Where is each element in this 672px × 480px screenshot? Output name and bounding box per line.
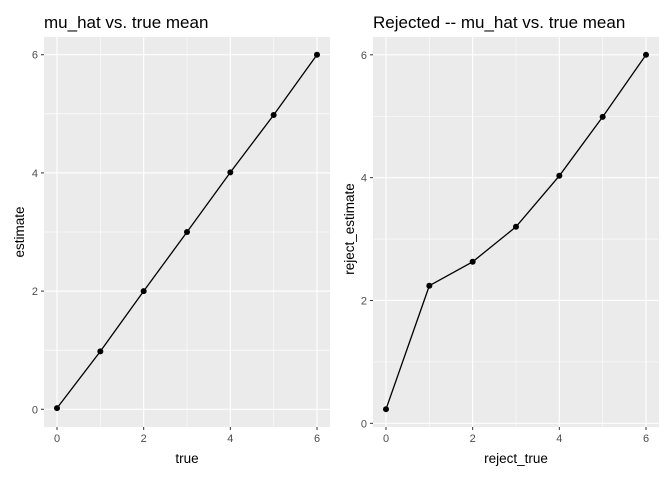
chart-2-x-axis-title: reject_true (484, 451, 548, 466)
chart-1-y-tick-label: 0 (32, 404, 38, 416)
chart-panel-1: mu_hat vs. true mean 0 2 4 6 0 2 4 6 true esti… (12, 13, 330, 466)
chart-2-y-axis: 0 2 4 6 (361, 50, 373, 430)
chart-2-y-tick-label: 6 (361, 50, 367, 62)
chart-1-x-axis: 0 2 4 6 (54, 427, 320, 445)
chart-1-y-axis: 0 2 4 6 (32, 50, 44, 416)
chart-2-series (383, 51, 649, 413)
chart-1-x-tick-label: 2 (141, 433, 147, 445)
chart-2-y-axis-title: reject_estimate (342, 183, 357, 275)
chart-1-title: mu_hat vs. true mean (44, 13, 208, 32)
chart-2-title: Rejected -- mu_hat vs. true mean (373, 13, 625, 32)
chart-1-y-axis-title: estimate (12, 206, 27, 257)
chart-2-data-point (383, 406, 389, 413)
chart-2-data-point (643, 51, 649, 58)
chart-2-x-tick-label: 0 (383, 433, 389, 445)
chart-2-x-tick-label: 6 (643, 433, 649, 445)
chart-1-data-point (314, 51, 320, 58)
chart-1-grid (44, 37, 330, 427)
chart-1-data-point (184, 229, 190, 235)
chart-1-data-point (227, 169, 234, 176)
chart-1-x-tick-label: 4 (227, 433, 233, 445)
chart-2-y-tick-label: 0 (361, 418, 367, 430)
chart-2-y-tick-label: 4 (361, 173, 367, 185)
chart-2-data-point (513, 223, 519, 230)
chart-1-series (54, 51, 320, 412)
chart-1-y-tick-label: 4 (32, 168, 38, 180)
chart-2-x-axis: 0 2 4 6 (383, 427, 649, 445)
chart-1-x-tick-label: 0 (54, 433, 60, 445)
chart-1-y-tick-label: 2 (32, 286, 38, 298)
chart-panel-2: Rejected -- mu_hat vs. true mean 0 2 4 6 0 2… (342, 13, 659, 466)
chart-1-data-point (97, 348, 104, 355)
chart-2-x-tick-label: 2 (470, 433, 476, 445)
chart-2-data-point (556, 172, 563, 179)
chart-2-data-point (599, 113, 606, 120)
chart-2-grid (373, 37, 659, 427)
chart-2-x-tick-label: 4 (556, 433, 562, 445)
chart-1-data-point (54, 405, 60, 412)
chart-1-data-point (270, 112, 277, 118)
chart-1-data-point (140, 288, 147, 295)
chart-2-y-tick-label: 2 (361, 295, 367, 307)
chart-1-y-tick-label: 6 (32, 50, 38, 62)
chart-2-data-point (469, 258, 476, 265)
chart-1-x-tick-label: 6 (314, 433, 320, 445)
chart-2-data-point (426, 282, 433, 289)
chart-1-x-axis-title: true (175, 451, 198, 466)
